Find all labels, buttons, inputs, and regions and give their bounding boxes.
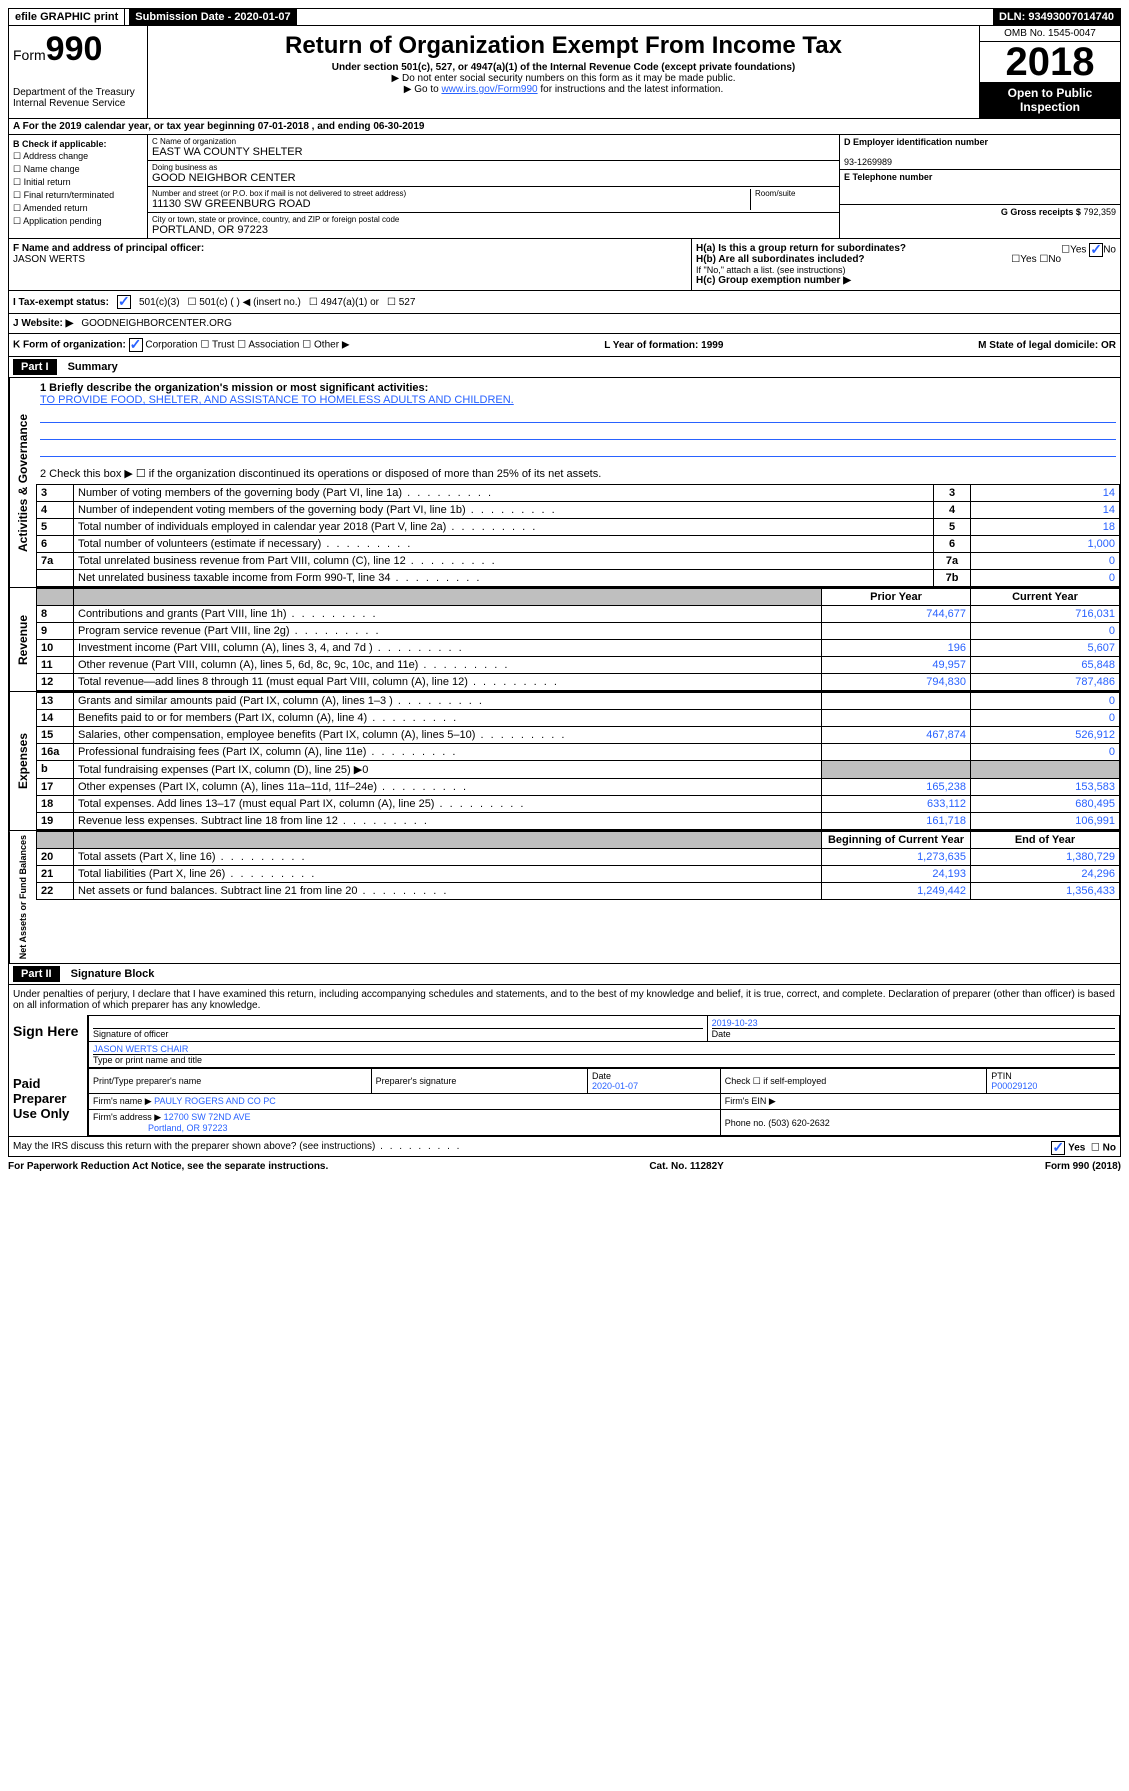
city-state-zip: Portland, OR 97223 xyxy=(152,224,835,236)
gross-receipts: 792,359 xyxy=(1083,207,1116,217)
org-name: EAST WA COUNTY SHELTER xyxy=(152,146,835,158)
firm-phone: (503) 620-2632 xyxy=(768,1118,830,1128)
dept-label: Department of the Treasury xyxy=(13,87,143,98)
footer: For Paperwork Reduction Act Notice, see … xyxy=(8,1157,1121,1176)
chk-name[interactable]: ☐ Name change xyxy=(13,164,143,175)
irs-label: Internal Revenue Service xyxy=(13,98,143,109)
top-bar: efile GRAPHIC print Submission Date - 20… xyxy=(8,8,1121,26)
corp-checkbox[interactable] xyxy=(129,338,143,352)
chk-final[interactable]: ☐ Final return/terminated xyxy=(13,190,143,201)
expenses-section: Expenses 13Grants and similar amounts pa… xyxy=(8,692,1121,831)
col-c: C Name of organization EAST WA COUNTY SH… xyxy=(148,135,839,238)
chk-address[interactable]: ☐ Address change xyxy=(13,151,143,162)
form-number: Form990 xyxy=(13,30,143,69)
sig-date: 2019-10-23 xyxy=(712,1018,758,1028)
tax-year: 2018 xyxy=(980,42,1120,82)
chk-initial[interactable]: ☐ Initial return xyxy=(13,177,143,188)
website: GOODNEIGHBORCENTER.ORG xyxy=(81,318,232,329)
ein: 93-1269989 xyxy=(844,157,892,167)
open-public: Open to Public Inspection xyxy=(980,82,1120,118)
submission-date: Submission Date - 2020-01-07 xyxy=(129,9,296,25)
firm-addr: 12700 SW 72ND AVE xyxy=(164,1112,251,1122)
section-fh: F Name and address of principal officer:… xyxy=(8,239,1121,291)
chk-amended[interactable]: ☐ Amended return xyxy=(13,203,143,214)
principal-officer: JASON WERTS xyxy=(13,254,85,265)
row-k: K Form of organization: Corporation ☐ Tr… xyxy=(8,334,1121,357)
part1-header: Part I xyxy=(13,359,57,375)
efile-label[interactable]: efile GRAPHIC print xyxy=(9,9,125,25)
street-address: 11130 SW GREENBURG ROAD xyxy=(152,198,750,210)
col-b: B Check if applicable: ☐ Address change … xyxy=(9,135,148,238)
ptin: P00029120 xyxy=(991,1081,1037,1091)
form-subtitle: Under section 501(c), 527, or 4947(a)(1)… xyxy=(152,62,975,73)
line-a: A For the 2019 calendar year, or tax yea… xyxy=(8,119,1121,135)
note-ssn: ▶ Do not enter social security numbers o… xyxy=(152,73,975,84)
row-j: J Website: ▶ GOODNEIGHBORCENTER.ORG xyxy=(8,314,1121,334)
chk-pending[interactable]: ☐ Application pending xyxy=(13,216,143,227)
officer-name: JASON WERTS CHAIR xyxy=(93,1044,188,1054)
mission: TO PROVIDE FOOD, SHELTER, AND ASSISTANCE… xyxy=(40,394,514,406)
part2-header: Part II xyxy=(13,966,60,982)
section-bcde: B Check if applicable: ☐ Address change … xyxy=(8,135,1121,239)
discuss-yes-checkbox[interactable] xyxy=(1051,1141,1065,1155)
irs-link[interactable]: www.irs.gov/Form990 xyxy=(441,84,537,95)
governance-section: Activities & Governance 1 Briefly descri… xyxy=(8,378,1121,588)
dba: GOOD NEIGHBOR CENTER xyxy=(152,172,835,184)
firm-name: PAULY ROGERS AND CO PC xyxy=(154,1096,276,1106)
ha-no-checkbox[interactable] xyxy=(1089,243,1103,257)
dln: DLN: 93493007014740 xyxy=(993,9,1120,25)
form-title: Return of Organization Exempt From Incom… xyxy=(152,32,975,60)
row-i: I Tax-exempt status: 501(c)(3) ☐ 501(c) … xyxy=(8,291,1121,314)
netassets-section: Net Assets or Fund Balances Beginning of… xyxy=(8,831,1121,964)
revenue-section: Revenue Prior YearCurrent Year8Contribut… xyxy=(8,588,1121,692)
form-header: Form990 Department of the Treasury Inter… xyxy=(8,26,1121,119)
note-link: ▶ Go to www.irs.gov/Form990 for instruct… xyxy=(152,84,975,95)
501c3-checkbox[interactable] xyxy=(117,295,131,309)
col-de: D Employer identification number 93-1269… xyxy=(839,135,1120,238)
signature-block: Under penalties of perjury, I declare th… xyxy=(8,985,1121,1157)
